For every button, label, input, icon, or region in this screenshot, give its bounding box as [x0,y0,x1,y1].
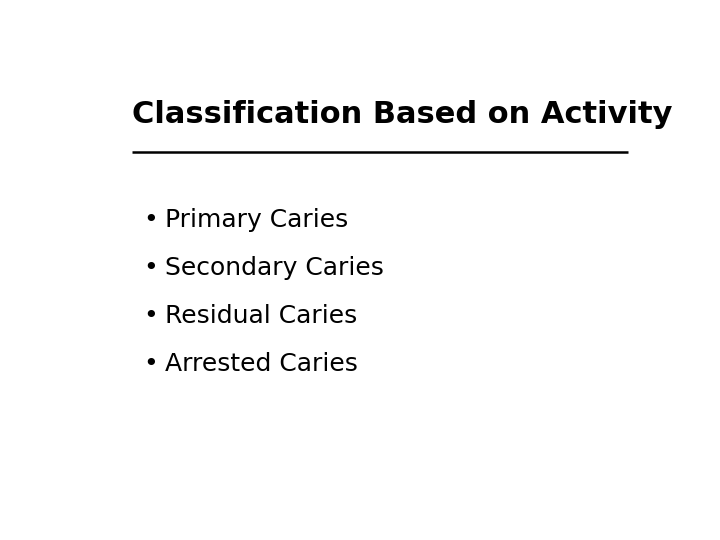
Text: •: • [143,304,158,328]
Text: Secondary Caries: Secondary Caries [166,256,384,280]
Text: •: • [143,208,158,232]
Text: Arrested Caries: Arrested Caries [166,352,359,376]
Text: Classification Based on Activity: Classification Based on Activity [132,100,672,129]
Text: Primary Caries: Primary Caries [166,208,348,232]
Text: •: • [143,256,158,280]
Text: •: • [143,352,158,376]
Text: Residual Caries: Residual Caries [166,304,358,328]
